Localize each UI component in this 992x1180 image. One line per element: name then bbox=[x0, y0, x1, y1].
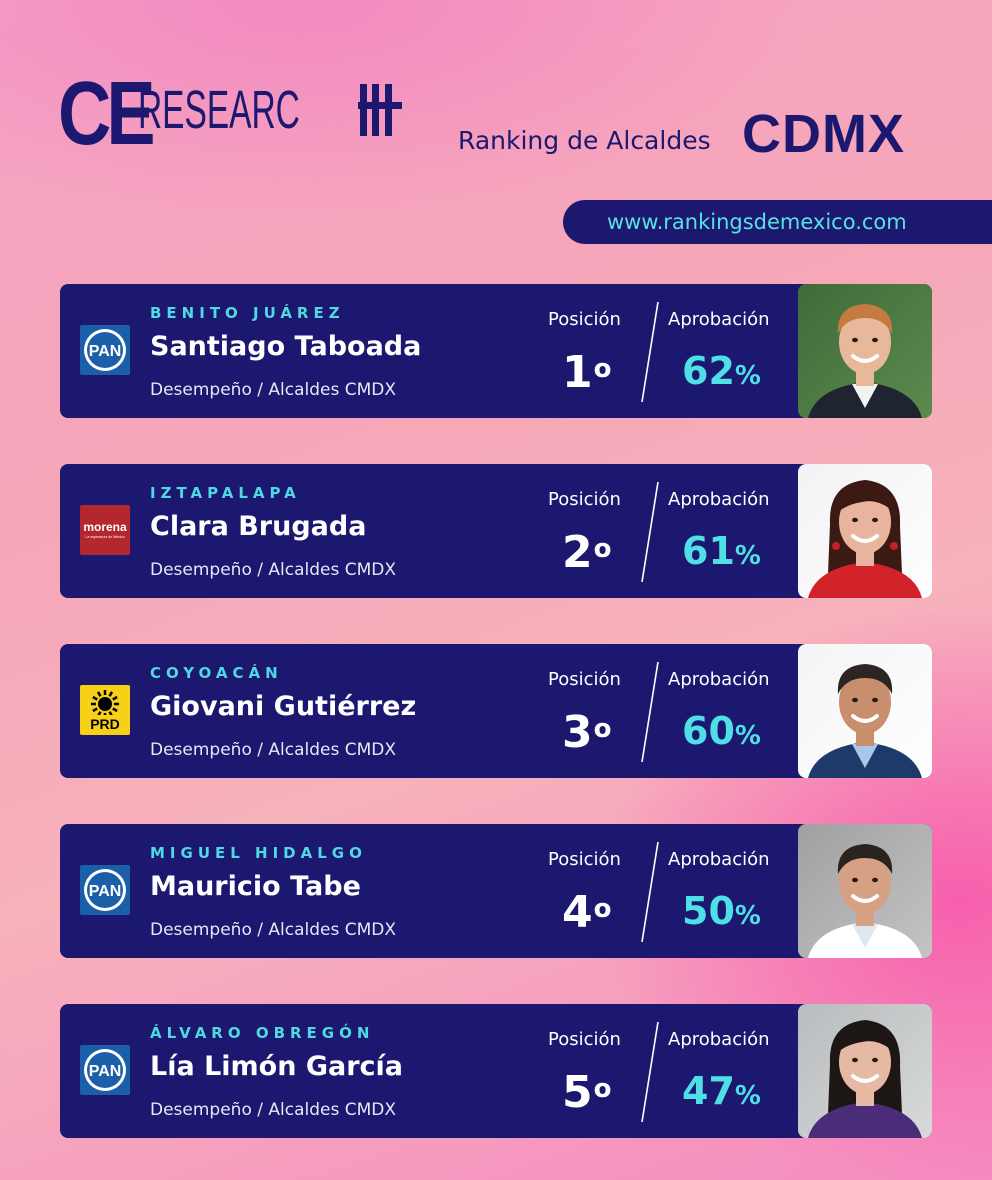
ordinal-suffix: o bbox=[593, 894, 612, 924]
pan-logo-icon: PAN bbox=[80, 865, 130, 915]
approval-label: Aprobación bbox=[668, 849, 770, 870]
position-label: Posición bbox=[548, 309, 621, 330]
website-url[interactable]: www.rankingsdemexico.com bbox=[607, 210, 907, 234]
mayor-name: Giovani Gutiérrez bbox=[150, 691, 417, 722]
svg-text:La esperanza de México: La esperanza de México bbox=[85, 535, 124, 539]
website-pill[interactable]: www.rankingsdemexico.com bbox=[563, 200, 992, 244]
position-value: 5o bbox=[562, 1067, 612, 1118]
divider bbox=[641, 482, 659, 582]
percent-sign: % bbox=[734, 361, 761, 391]
position-label: Posición bbox=[548, 489, 621, 510]
svg-text:PRD: PRD bbox=[90, 716, 120, 732]
approval-value: 61% bbox=[682, 529, 761, 573]
percent-sign: % bbox=[734, 541, 761, 571]
mayor-card: PAN ÁLVARO OBREGÓN Lía Limón García Desempe… bbox=[60, 1004, 932, 1138]
mayor-photo bbox=[798, 824, 932, 958]
page-subtitle: Ranking de Alcaldes bbox=[458, 126, 711, 155]
mayor-name: Clara Brugada bbox=[150, 511, 367, 542]
position-label: Posición bbox=[548, 849, 621, 870]
pan-logo-icon: PAN bbox=[80, 1045, 130, 1095]
card-subtitle: Desempeño / Alcaldes CMDX bbox=[150, 1100, 397, 1120]
approval-label: Aprobación bbox=[668, 309, 770, 330]
approval-label: Aprobación bbox=[668, 489, 770, 510]
svg-text:PAN: PAN bbox=[89, 883, 122, 900]
mayor-name: Santiago Taboada bbox=[150, 331, 422, 362]
district-label: MIGUEL HIDALGO bbox=[150, 844, 367, 862]
divider bbox=[641, 1022, 659, 1122]
mayor-card: PRD COYOACÁN Giovani Gutiérrez Desempeño / … bbox=[60, 644, 932, 778]
position-label: Posición bbox=[548, 669, 621, 690]
mayor-card: morena La esperanza de México IZTAPALAPA Cl… bbox=[60, 464, 932, 598]
district-label: IZTAPALAPA bbox=[150, 484, 301, 502]
district-label: ÁLVARO OBREGÓN bbox=[150, 1024, 375, 1042]
position-value: 2o bbox=[562, 527, 612, 578]
divider bbox=[641, 662, 659, 762]
mayor-photo bbox=[798, 284, 932, 418]
ordinal-suffix: o bbox=[593, 1074, 612, 1104]
svg-text:PAN: PAN bbox=[89, 343, 122, 360]
divider bbox=[641, 302, 659, 402]
logo-ce-text: CE bbox=[58, 64, 156, 164]
mayor-photo bbox=[798, 464, 932, 598]
approval-label: Aprobación bbox=[668, 1029, 770, 1050]
morena-logo-icon: morena La esperanza de México bbox=[80, 505, 130, 555]
position-value: 1o bbox=[562, 347, 612, 398]
mayor-name: Lía Limón García bbox=[150, 1051, 404, 1082]
ordinal-suffix: o bbox=[593, 714, 612, 744]
ordinal-suffix: o bbox=[593, 534, 612, 564]
mayor-card: PAN MIGUEL HIDALGO Mauricio Tabe Desempeño … bbox=[60, 824, 932, 958]
mayor-card: PAN BENITO JUÁREZ Santiago Taboada Desempeñ… bbox=[60, 284, 932, 418]
mayor-photo bbox=[798, 1004, 932, 1138]
mayor-name: Mauricio Tabe bbox=[150, 871, 361, 902]
position-value: 4o bbox=[562, 887, 612, 938]
logo-hash-icon bbox=[358, 84, 402, 136]
approval-label: Aprobación bbox=[668, 669, 770, 690]
mayor-photo bbox=[798, 644, 932, 778]
district-label: COYOACÁN bbox=[150, 664, 283, 682]
divider bbox=[641, 842, 659, 942]
logo-research-text: RESEARC bbox=[138, 80, 300, 140]
svg-text:morena: morena bbox=[83, 520, 127, 534]
percent-sign: % bbox=[734, 721, 761, 751]
svg-text:PAN: PAN bbox=[89, 1063, 122, 1080]
percent-sign: % bbox=[734, 901, 761, 931]
ceresearch-logo: CE RESEARC bbox=[58, 64, 402, 164]
approval-value: 50% bbox=[682, 889, 761, 933]
card-subtitle: Desempeño / Alcaldes CMDX bbox=[150, 740, 397, 760]
position-label: Posición bbox=[548, 1029, 621, 1050]
position-value: 3o bbox=[562, 707, 612, 758]
approval-value: 62% bbox=[682, 349, 761, 393]
card-subtitle: Desempeño / Alcaldes CMDX bbox=[150, 380, 397, 400]
card-subtitle: Desempeño / Alcaldes CMDX bbox=[150, 560, 397, 580]
region-title: CDMX bbox=[742, 104, 905, 164]
card-subtitle: Desempeño / Alcaldes CMDX bbox=[150, 920, 397, 940]
pan-logo-icon: PAN bbox=[80, 325, 130, 375]
prd-logo-icon: PRD bbox=[80, 685, 130, 735]
ordinal-suffix: o bbox=[593, 354, 612, 384]
percent-sign: % bbox=[734, 1081, 761, 1111]
approval-value: 60% bbox=[682, 709, 761, 753]
approval-value: 47% bbox=[682, 1069, 761, 1113]
district-label: BENITO JUÁREZ bbox=[150, 304, 345, 322]
